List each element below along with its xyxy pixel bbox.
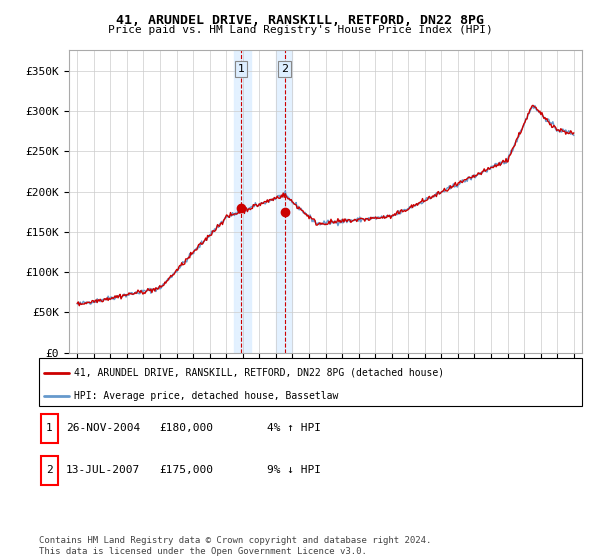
- Text: 4% ↑ HPI: 4% ↑ HPI: [267, 423, 321, 433]
- Text: Contains HM Land Registry data © Crown copyright and database right 2024.
This d: Contains HM Land Registry data © Crown c…: [39, 536, 431, 556]
- Text: 41, ARUNDEL DRIVE, RANSKILL, RETFORD, DN22 8PG: 41, ARUNDEL DRIVE, RANSKILL, RETFORD, DN…: [116, 14, 484, 27]
- Text: Price paid vs. HM Land Registry's House Price Index (HPI): Price paid vs. HM Land Registry's House …: [107, 25, 493, 35]
- Text: 1: 1: [46, 423, 53, 433]
- Bar: [41, 414, 58, 442]
- Bar: [276, 50, 292, 353]
- Text: 13-JUL-2007: 13-JUL-2007: [66, 465, 140, 475]
- Text: 2: 2: [46, 465, 53, 475]
- Text: 41, ARUNDEL DRIVE, RANSKILL, RETFORD, DN22 8PG (detached house): 41, ARUNDEL DRIVE, RANSKILL, RETFORD, DN…: [74, 368, 445, 377]
- Text: HPI: Average price, detached house, Bassetlaw: HPI: Average price, detached house, Bass…: [74, 390, 338, 400]
- Text: £180,000: £180,000: [159, 423, 213, 433]
- Text: 9% ↓ HPI: 9% ↓ HPI: [267, 465, 321, 475]
- Text: £175,000: £175,000: [159, 465, 213, 475]
- Text: 26-NOV-2004: 26-NOV-2004: [66, 423, 140, 433]
- Bar: [41, 456, 58, 484]
- Text: 1: 1: [238, 64, 245, 74]
- Text: 2: 2: [281, 64, 289, 74]
- Bar: [235, 50, 251, 353]
